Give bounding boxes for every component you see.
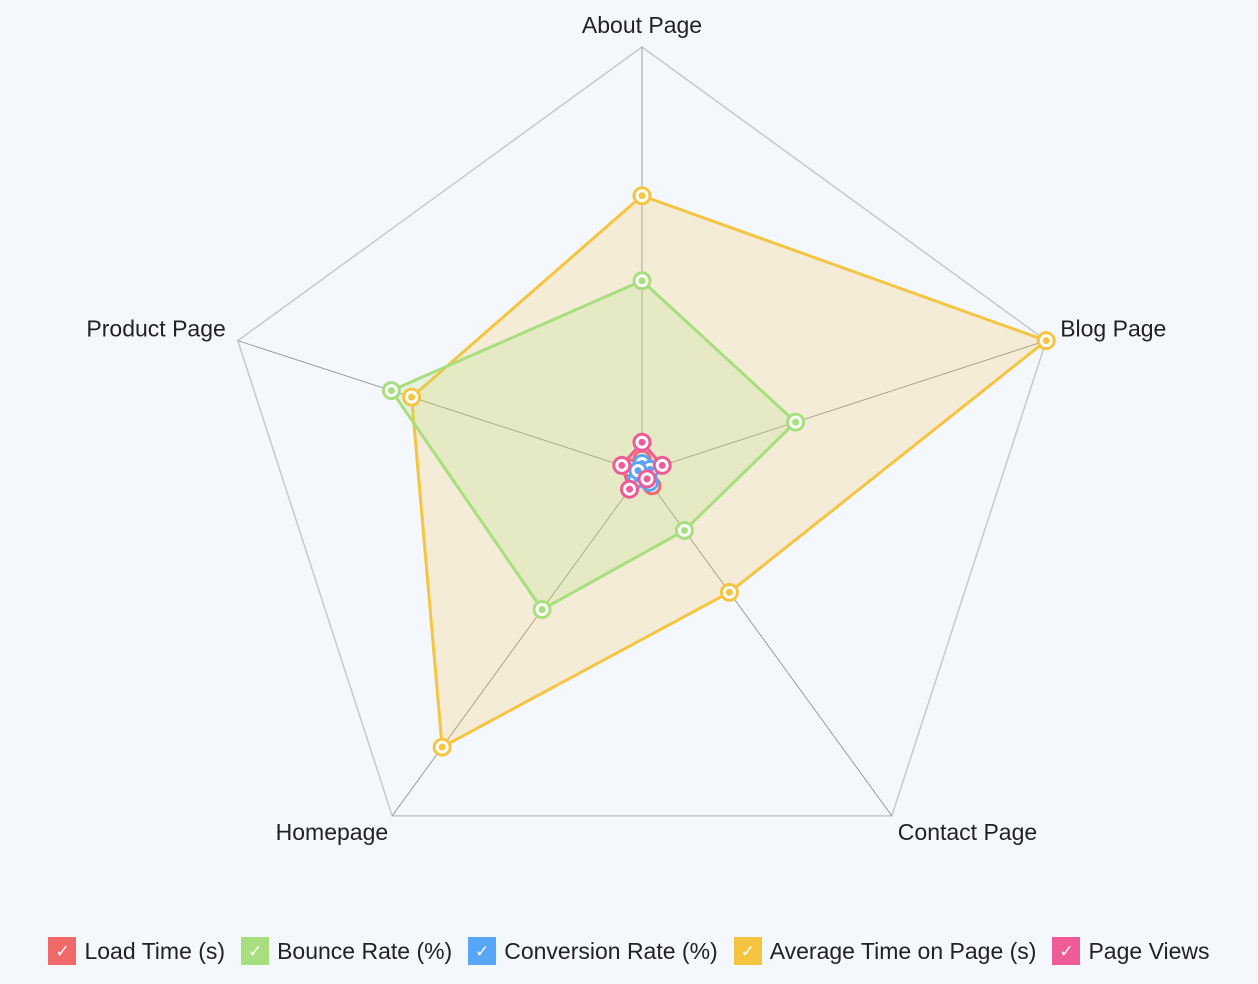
data-point-core-bounce-rate-about-page — [638, 277, 646, 285]
series-area-bounce-rate — [389, 279, 798, 612]
axis-label-blog-page: Blog Page — [1060, 316, 1166, 342]
radar-plot: About Page Blog Page Contact Page Homepage P… — [86, 12, 1166, 845]
data-point-core-page-views-about-page — [638, 438, 646, 446]
legend-item-average-time[interactable]: ✓ Average Time on Page (s) — [733, 937, 1037, 965]
legend-label: Load Time (s) — [84, 937, 226, 964]
check-icon: ✓ — [55, 941, 70, 961]
data-point-core-bounce-rate-product-page — [387, 387, 395, 395]
legend-swatch-conversion-rate: ✓ — [468, 937, 497, 965]
legend-item-page-views[interactable]: ✓ Page Views — [1052, 937, 1210, 965]
axis-line-product-page — [237, 340, 643, 473]
grid-outline — [236, 46, 1048, 817]
data-point-core-conversion-rate-product-page — [634, 467, 642, 475]
data-point-core-average-time-on-page-s-blog-page — [1042, 337, 1050, 345]
legend-swatch-average-time: ✓ — [733, 937, 762, 965]
legend-item-load-time[interactable]: ✓ Load Time (s) — [48, 937, 225, 965]
legend-label: Bounce Rate (%) — [277, 937, 453, 964]
legend-swatch-load-time: ✓ — [48, 937, 77, 965]
check-icon: ✓ — [740, 941, 755, 961]
data-point-core-bounce-rate-blog-page — [792, 418, 800, 426]
axis-line-blog-page — [641, 340, 1047, 473]
axis-label-product-page: Product Page — [86, 316, 225, 342]
check-icon: ✓ — [247, 941, 263, 961]
check-icon: ✓ — [1059, 941, 1074, 961]
axis-label-contact-page: Contact Page — [898, 819, 1037, 845]
data-point-core-average-time-on-page-s-contact-page — [725, 588, 733, 596]
data-point-core-page-views-blog-page — [658, 461, 666, 469]
data-point-core-bounce-rate-homepage — [538, 606, 546, 614]
axis-line-homepage — [391, 471, 643, 817]
legend-swatch-bounce-rate: ✓ — [241, 937, 270, 965]
legend: ✓ Load Time (s) ✓ Bounce Rate (%) ✓ Conv… — [0, 930, 1258, 972]
legend-label: Average Time on Page (s) — [769, 937, 1037, 964]
axis-label-about-page: About Page — [582, 12, 702, 38]
legend-label: Page Views — [1088, 937, 1210, 964]
data-point-core-page-views-contact-page — [643, 475, 651, 483]
legend-swatch-page-views: ✓ — [1052, 937, 1081, 965]
legend-item-conversion-rate[interactable]: ✓ Conversion Rate (%) — [468, 937, 718, 965]
legend-label: Conversion Rate (%) — [504, 937, 718, 964]
data-point-core-page-views-homepage — [626, 485, 634, 493]
data-point-core-average-time-on-page-s-about-page — [638, 192, 646, 200]
data-point-core-average-time-on-page-s-homepage — [438, 743, 446, 751]
check-icon: ✓ — [475, 941, 490, 961]
axis-label-homepage: Homepage — [276, 819, 389, 845]
data-point-core-page-views-product-page — [618, 461, 626, 469]
legend-item-bounce-rate[interactable]: ✓ Bounce Rate (%) — [241, 937, 452, 965]
data-point-core-bounce-rate-contact-page — [680, 526, 688, 534]
data-point-core-average-time-on-page-s-product-page — [408, 393, 416, 401]
